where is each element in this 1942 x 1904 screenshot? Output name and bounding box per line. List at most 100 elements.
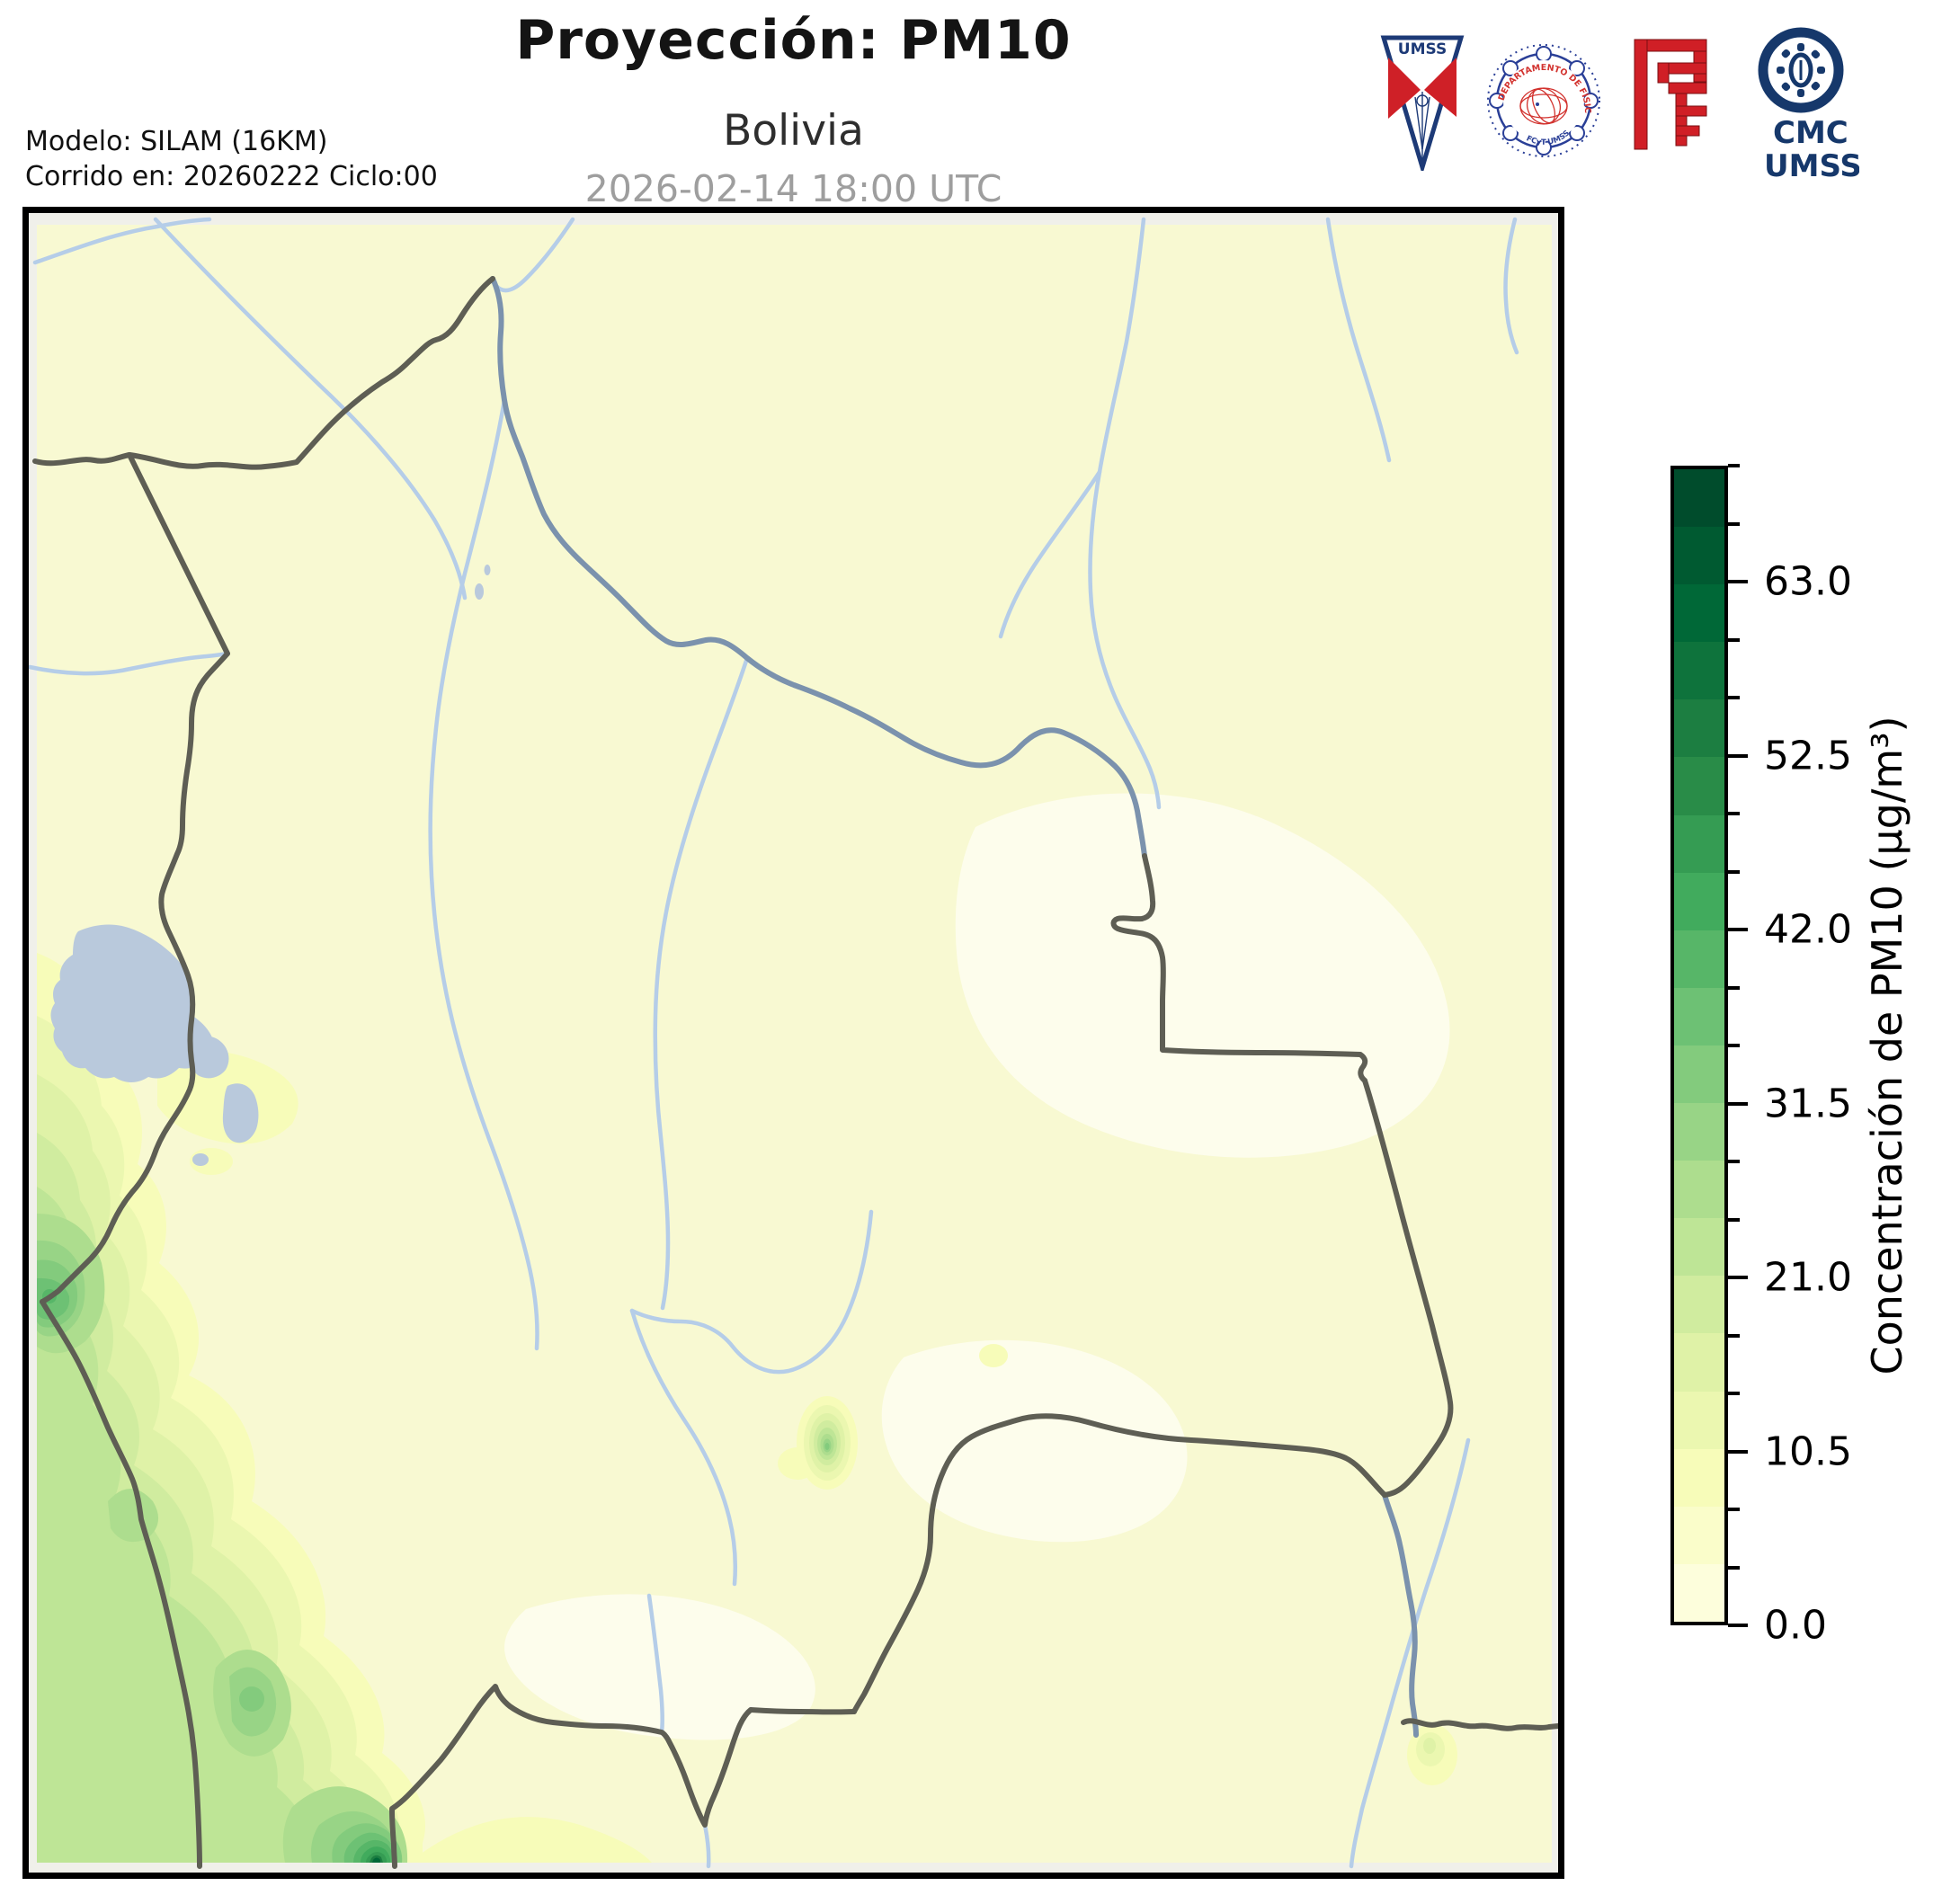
pm10-low-level-patches	[504, 793, 1450, 1740]
river	[702, 1822, 711, 1869]
colorbar-minor-tick	[1728, 1565, 1740, 1570]
colorbar-tick-label: 63.0	[1764, 558, 1852, 605]
colorbar-tick-label: 31.5	[1764, 1081, 1852, 1126]
colorbar-segment	[1674, 1161, 1724, 1219]
map-frame	[22, 207, 1564, 1879]
colorbar-minor-tick	[1728, 521, 1740, 526]
rivers	[27, 217, 1519, 1869]
river	[153, 217, 468, 601]
colorbar-segment	[1674, 469, 1724, 528]
colorbar-major-tick	[1728, 928, 1748, 931]
border-chile	[40, 1299, 202, 1869]
colorbar-segment	[1674, 757, 1724, 815]
colorbar-segment	[1674, 1448, 1724, 1507]
colorbar-minor-tick	[1728, 812, 1740, 815]
colorbar-minor-tick	[1728, 1333, 1740, 1338]
colorbar-major-tick	[1728, 753, 1748, 758]
colorbar	[1670, 466, 1728, 1625]
river	[1325, 217, 1392, 463]
country-borders	[32, 276, 1561, 1869]
central-hotspot	[778, 1396, 858, 1490]
colorbar-tick-label: 52.5	[1764, 733, 1852, 779]
colorbar-segment	[1674, 1045, 1724, 1104]
colorbar-minor-tick	[1728, 1217, 1740, 1222]
map-panel	[22, 207, 1564, 1879]
cmc-text: CMC	[1773, 115, 1848, 151]
border-paraguay-river	[1382, 1492, 1419, 1738]
river	[1349, 1437, 1471, 1869]
colorbar-tick-label: 21.0	[1764, 1254, 1852, 1301]
southeast-spot	[1407, 1724, 1457, 1785]
river	[428, 397, 539, 1351]
cmc-umss-text: UMSS	[1764, 148, 1859, 184]
colorbar-segment	[1674, 1103, 1724, 1161]
model-info: Modelo: SILAM (16KM) Corrido en: 2026022…	[25, 124, 438, 194]
border-land	[32, 276, 1561, 1869]
colorbar-minor-tick	[1728, 637, 1740, 642]
river	[1503, 217, 1519, 355]
colorbar-segment	[1674, 987, 1724, 1045]
colorbar-segment	[1674, 872, 1724, 930]
physics-department-seal-icon: DEPARTAMENTO DE FÍSICA FCyT-UMSS	[1483, 29, 1600, 157]
river	[494, 217, 575, 293]
border-along-rivers	[490, 276, 1419, 1738]
small-lake	[192, 1153, 209, 1166]
umss-logo-label: UMSS	[1398, 40, 1447, 58]
fcyt-red-logo-icon	[1634, 39, 1707, 150]
colorbar-minor-tick	[1728, 985, 1740, 990]
cmc-umss-logo-icon: CMC UMSS	[1758, 27, 1859, 184]
colorbar-minor-tick	[1728, 696, 1740, 699]
colorbar-segment	[1674, 642, 1724, 700]
border-peru-brazil-west	[32, 452, 132, 467]
border-brazil-river	[490, 276, 1147, 859]
lake-titicaca-minor	[190, 1036, 229, 1079]
colorbar-minor-tick	[1728, 464, 1740, 467]
bolivia-pm10-map	[22, 207, 1564, 1879]
logo-bar: UMSS	[1367, 9, 1924, 184]
seal-globe-sketch	[1519, 87, 1568, 125]
colorbar-minor-tick	[1728, 1044, 1740, 1047]
colorbar-segments	[1674, 469, 1724, 1622]
colorbar-segment	[1674, 699, 1724, 758]
colorbar-segment	[1674, 527, 1724, 585]
river	[998, 469, 1102, 639]
border-brazil-staircase	[1110, 853, 1368, 1083]
cmc-sun-rays	[1777, 43, 1825, 97]
model-run: Corrido en: 20260222 Ciclo:00	[25, 161, 438, 192]
colorbar-tick-label: 10.5	[1764, 1428, 1852, 1474]
lakes	[50, 565, 491, 1166]
border-paraguay-west	[851, 1413, 1387, 1714]
colorbar-minor-tick	[1728, 1508, 1740, 1511]
colorbar-tick-label: 0.0	[1764, 1602, 1827, 1649]
river	[32, 217, 212, 265]
colorbar-segment	[1674, 1276, 1724, 1334]
colorbar-minor-tick	[1728, 1160, 1740, 1163]
river	[629, 1308, 737, 1587]
border-brazil-east	[1362, 1078, 1454, 1498]
river	[653, 655, 750, 1311]
border-paraguay-argentina	[1401, 1718, 1561, 1731]
colorbar-major-tick	[1728, 1624, 1748, 1627]
colorbar-segment	[1674, 1218, 1724, 1277]
border-peru	[40, 452, 230, 1304]
colorbar-minor-tick	[1728, 869, 1740, 874]
colorbar-segment	[1674, 814, 1724, 873]
umss-kite-lines	[1414, 92, 1430, 160]
colorbar-tick-label: 42.0	[1764, 906, 1852, 953]
colorbar-segment	[1674, 930, 1724, 988]
colorbar-segment	[1674, 584, 1724, 643]
small-lake	[475, 583, 484, 600]
river	[646, 1593, 664, 1735]
forecast-timestamp: 2026-02-14 18:00 UTC	[584, 167, 1002, 210]
colorbar-minor-tick	[1728, 1392, 1740, 1395]
colorbar-major-tick	[1728, 580, 1748, 583]
small-lake	[484, 565, 491, 575]
colorbar-segment	[1674, 1391, 1724, 1449]
colorbar-segment	[1674, 1506, 1724, 1564]
colorbar-axis-label: Concentración de PM10 (µg/m³)	[1863, 716, 1911, 1375]
page-title: Proyección: PM10	[515, 9, 1072, 72]
border-argentina	[389, 1684, 857, 1869]
river	[1088, 217, 1162, 810]
region-subtitle: Bolivia	[723, 106, 864, 156]
